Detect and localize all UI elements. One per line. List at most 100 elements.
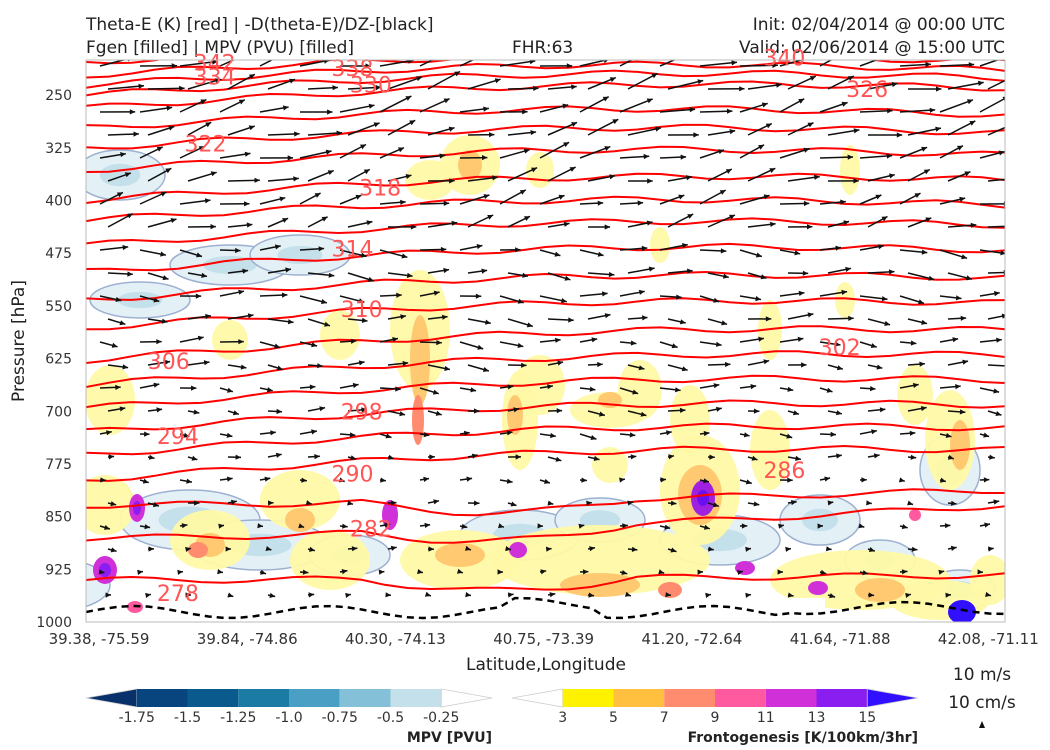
wind-vector-head (373, 122, 380, 128)
wind-vector-head (442, 314, 448, 320)
wind-vector-head (589, 546, 595, 552)
wind-vector-head (517, 298, 524, 304)
wind-vector-head (563, 221, 570, 227)
wind-vector-head (470, 387, 477, 393)
wind-vector-head (358, 360, 365, 366)
wind-vector (339, 104, 375, 113)
fgen-peak (509, 542, 527, 558)
fgen-region (86, 475, 135, 535)
wind-vector-head (608, 271, 615, 278)
wind-vector-head (168, 125, 175, 131)
wind-vector-head (803, 200, 810, 207)
mpv-core (99, 163, 141, 187)
theta-e-label: 338 (332, 57, 374, 82)
wind-vector-head (318, 246, 325, 252)
wind-vector-head (586, 500, 592, 506)
wind-vector-head (977, 569, 983, 575)
colorbar-tick: -1.25 (220, 710, 256, 726)
wind-vector-head (156, 407, 163, 413)
wind-vector-head (619, 477, 625, 483)
wind-vector-head (410, 224, 417, 230)
wind-vector-head (739, 86, 745, 92)
wind-vector (587, 118, 619, 136)
wind-vector-head (687, 214, 694, 219)
wind-vector-head (327, 109, 333, 115)
wind-vector-head (602, 96, 609, 102)
fgen-region (840, 145, 860, 195)
wind-vector (659, 60, 677, 67)
wind-vector-head (798, 98, 805, 104)
wind-vector-head (881, 296, 888, 302)
wind-vector-head (120, 152, 126, 158)
wind-vector-head (547, 500, 554, 506)
fgen-moderate (285, 508, 315, 532)
wind-vector-head (929, 107, 936, 113)
wind-vector-head (116, 192, 123, 198)
theta-e-label: 342 (194, 52, 236, 77)
wind-vector-head (945, 592, 951, 598)
wind-vector-head (643, 153, 650, 160)
wind-vector-head (961, 254, 968, 260)
wind-vector-head (449, 178, 455, 184)
wind-vector-head (959, 409, 966, 415)
wind-vectors (98, 60, 1005, 599)
wind-vector (467, 78, 501, 90)
wind-vector-head (302, 569, 309, 575)
wind-vector-head (227, 592, 234, 598)
colorbar-segment (715, 689, 766, 707)
wind-vector-head (487, 215, 494, 220)
y-tick-label: 325 (45, 141, 72, 157)
wind-vector (539, 141, 570, 159)
theta-e-label: 282 (350, 517, 392, 542)
wind-vector-head (533, 85, 539, 91)
wind-vector-head (323, 60, 330, 64)
wind-vector-head (355, 194, 362, 200)
wind-vector-head (218, 523, 224, 529)
colorbar-tick: 5 (609, 710, 618, 726)
wind-vector-head (829, 593, 836, 599)
wind-vector-head (923, 169, 930, 175)
wind-vector-head (350, 338, 357, 344)
wind-vector-head (119, 406, 126, 412)
wind-vector-head (758, 336, 764, 342)
wind-vector-head (179, 85, 185, 91)
wind-vector-head (287, 319, 294, 325)
wind-vector-head (385, 592, 391, 598)
wind-vector-head (246, 222, 253, 228)
colorbar-tick: 11 (757, 710, 775, 726)
wind-vector-head (417, 569, 423, 575)
wind-vector-head (603, 60, 609, 64)
wind-vector-head (226, 432, 233, 438)
wind-vector-head (807, 122, 814, 128)
wind-vector-head (507, 384, 514, 390)
colorbar-segment (390, 689, 442, 707)
wind-vector-head (668, 454, 674, 460)
wind-vector-head (912, 382, 919, 388)
wind-vector-head (384, 522, 391, 528)
wind-vector-head (350, 455, 357, 461)
y-tick-label: 850 (45, 510, 72, 526)
theta-e-line (86, 572, 1005, 591)
wind-vector-head (104, 525, 110, 530)
wind-vector-head (443, 98, 450, 104)
wind-vector-head (564, 275, 571, 281)
wind-vector-head (436, 340, 442, 346)
wind-vector-head (506, 430, 513, 436)
wind-vector-head (709, 454, 715, 460)
wind-vector-head (268, 500, 274, 506)
wind-vector-head (870, 343, 877, 348)
wind-vector-head (396, 292, 402, 298)
wind-vector-head (122, 244, 129, 251)
wind-vector-head (814, 174, 820, 180)
wind-vector-head (429, 454, 435, 460)
colorbar-tick: -1.5 (174, 710, 201, 726)
wind-vector-head (311, 342, 318, 348)
wind-vector-head (772, 62, 778, 68)
wind-vector-head (993, 388, 1000, 394)
vector-key-arrow-icon (979, 721, 985, 728)
wind-vector-head (275, 452, 282, 458)
fgen-peak (658, 582, 682, 598)
wind-vector-head (919, 361, 925, 367)
wind-vector (579, 96, 610, 113)
wind-vector-head (928, 275, 935, 281)
